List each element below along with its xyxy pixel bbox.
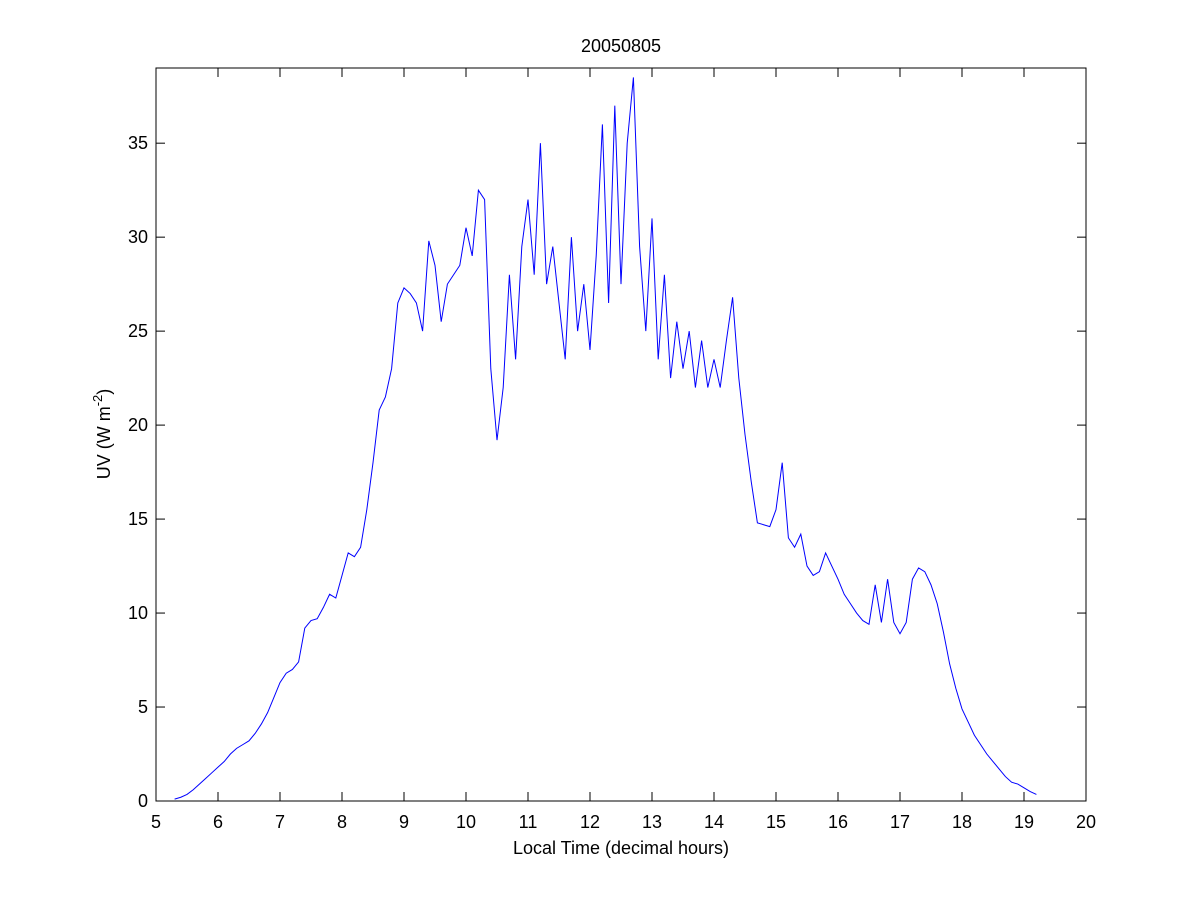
y-axis-label-text: UV (W m — [94, 406, 114, 479]
y-axis-label-end: ) — [94, 389, 114, 395]
x-tick-label: 15 — [766, 812, 786, 832]
y-tick-label: 20 — [128, 415, 148, 435]
x-tick-label: 6 — [213, 812, 223, 832]
x-tick-label: 14 — [704, 812, 724, 832]
y-tick-label: 10 — [128, 603, 148, 623]
y-tick-label: 15 — [128, 509, 148, 529]
y-tick-label: 0 — [138, 791, 148, 811]
x-tick-label: 12 — [580, 812, 600, 832]
y-axis-label: UV (W m-2) — [90, 389, 114, 480]
x-tick-label: 10 — [456, 812, 476, 832]
y-tick-label: 30 — [128, 227, 148, 247]
x-tick-label: 7 — [275, 812, 285, 832]
plot-area — [155, 67, 1087, 802]
x-tick-label: 9 — [399, 812, 409, 832]
x-axis-label: Local Time (decimal hours) — [513, 838, 729, 858]
y-axis-label-exponent: -2 — [90, 395, 105, 407]
y-tick-label: 25 — [128, 321, 148, 341]
x-tick-label: 16 — [828, 812, 848, 832]
x-tick-label: 19 — [1014, 812, 1034, 832]
y-tick-label: 5 — [138, 697, 148, 717]
x-tick-label: 20 — [1076, 812, 1096, 832]
x-tick-label: 18 — [952, 812, 972, 832]
data-line — [174, 77, 1037, 800]
x-tick-label: 8 — [337, 812, 347, 832]
x-tick-label: 13 — [642, 812, 662, 832]
chart-title: 20050805 — [581, 36, 661, 56]
y-tick-label: 35 — [128, 133, 148, 153]
x-tick-label: 11 — [519, 812, 538, 832]
x-tick-label: 5 — [151, 812, 161, 832]
x-tick-label: 17 — [890, 812, 910, 832]
